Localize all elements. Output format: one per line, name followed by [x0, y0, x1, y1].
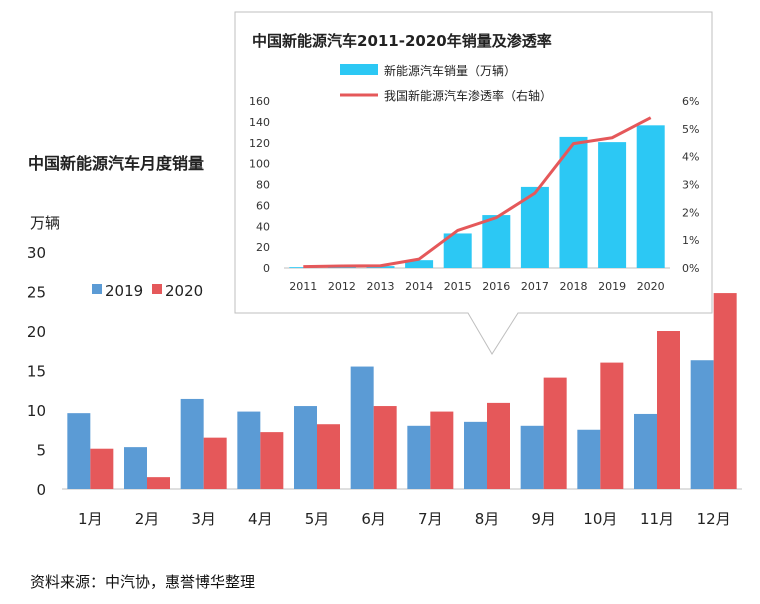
inset-left-tick-label: 120	[249, 137, 270, 150]
inset-left-tick-label: 80	[256, 179, 270, 192]
x-tick-label: 11月	[640, 510, 674, 528]
bar-2020-10月	[600, 362, 624, 489]
bar-2019-8月	[464, 421, 487, 489]
y-tick-label: 20	[27, 323, 46, 341]
bar-2020-12月	[713, 293, 737, 489]
legend-swatch-2020	[152, 284, 162, 294]
x-tick-label: 3月	[191, 510, 216, 528]
bar-2019-6月	[350, 366, 374, 489]
inset-x-tick-label: 2017	[521, 280, 549, 293]
inset-x-tick-label: 2019	[598, 280, 626, 293]
inset-penetration-line	[303, 116, 652, 269]
main-monthly-sales-chart: 0 5 10 15 20 25 30 1月 2月 3月 4月 5月 6月 7月 8月 9月 10月 11月 12月 2…	[27, 244, 742, 528]
inset-right-tick-label: 2%	[682, 206, 699, 219]
bar-2019-9月	[520, 425, 544, 489]
inset-right-tick-label: 3%	[682, 179, 699, 192]
y-tick-label: 15	[27, 363, 46, 381]
inset-left-tick-label: 20	[256, 241, 270, 254]
bar-2019-2月	[124, 447, 147, 489]
inset-bar-2011	[289, 267, 318, 268]
source-note: 资料来源：中汽协，惠誉博华整理	[30, 573, 256, 591]
y-tick-label: 5	[36, 442, 46, 460]
y-tick-label: 25	[27, 284, 46, 302]
x-tick-label: 2月	[135, 510, 160, 528]
bar-2020-4月	[260, 432, 284, 489]
main-y-unit-label: 万辆	[30, 214, 61, 232]
inset-bar-2016	[482, 215, 511, 268]
bar-2019-11月	[634, 413, 657, 489]
inset-x-tick-label: 2014	[405, 280, 433, 293]
inset-legend-label-line: 我国新能源汽车渗透率（右轴）	[384, 88, 552, 103]
inset-chart-title: 中国新能源汽车2011-2020年销量及渗透率	[252, 32, 552, 50]
bar-2020-5月	[317, 424, 340, 489]
legend-swatch-2019	[92, 284, 102, 294]
x-tick-label: 1月	[78, 510, 103, 528]
inset-right-tick-label: 6%	[682, 95, 699, 108]
bar-2020-2月	[147, 477, 170, 489]
bar-2020-6月	[373, 406, 397, 489]
inset-x-tick-label: 2018	[560, 280, 588, 293]
inset-annual-sales-chart: 中国新能源汽车2011-2020年销量及渗透率 0 20 40 60 80 100 120 14…	[234, 11, 713, 355]
inset-x-tick-label: 2013	[367, 280, 395, 293]
inset-bar-2019	[598, 142, 627, 268]
bar-2020-3月	[203, 437, 227, 489]
bar-2019-1月	[67, 413, 91, 489]
inset-right-tick-label: 5%	[682, 123, 699, 136]
x-tick-label: 9月	[531, 510, 556, 528]
inset-left-tick-label: 0	[263, 262, 270, 275]
bar-2019-7月	[407, 425, 431, 489]
x-tick-label: 5月	[305, 510, 330, 528]
bar-2020-11月	[657, 331, 680, 489]
inset-x-tick-label: 2020	[637, 280, 665, 293]
inset-left-tick-label: 160	[249, 95, 270, 108]
x-tick-label: 8月	[475, 510, 500, 528]
inset-right-tick-label: 1%	[682, 234, 699, 247]
inset-left-tick-label: 40	[256, 220, 270, 233]
bar-2020-8月	[487, 402, 510, 489]
inset-legend-swatch-bar	[340, 64, 378, 75]
inset-bar-2014	[405, 260, 434, 268]
inset-left-tick-label: 100	[249, 158, 270, 171]
y-tick-label: 30	[27, 244, 46, 262]
inset-left-tick-label: 140	[249, 116, 270, 129]
inset-x-tick-label: 2012	[328, 280, 356, 293]
inset-legend-label-bar: 新能源汽车销量（万辆）	[384, 63, 516, 78]
bar-2020-7月	[430, 411, 454, 489]
bar-2019-10月	[577, 429, 601, 489]
y-tick-label: 10	[27, 402, 46, 420]
bar-2019-12月	[690, 360, 714, 489]
x-tick-label: 7月	[418, 510, 443, 528]
inset-right-tick-label: 0%	[682, 262, 699, 275]
bar-2019-4月	[237, 411, 261, 489]
inset-bar-2020	[636, 125, 665, 269]
inset-x-tick-label: 2016	[482, 280, 510, 293]
bar-2020-9月	[543, 377, 567, 489]
bar-2019-3月	[180, 398, 204, 489]
inset-left-tick-label: 60	[256, 199, 270, 212]
inset-x-tick-label: 2015	[444, 280, 472, 293]
x-tick-label: 10月	[583, 510, 617, 528]
bar-2019-5月	[294, 406, 317, 489]
y-tick-label: 0	[36, 481, 46, 499]
legend-label: 2019	[105, 282, 143, 300]
inset-bar-2018	[559, 136, 588, 268]
legend-label: 2020	[165, 282, 203, 300]
bar-2020-1月	[90, 448, 114, 489]
inset-right-tick-label: 4%	[682, 151, 699, 164]
inset-x-tick-label: 2011	[289, 280, 317, 293]
main-chart-title: 中国新能源汽车月度销量	[28, 154, 205, 173]
x-tick-label: 6月	[361, 510, 386, 528]
x-tick-label: 4月	[248, 510, 273, 528]
x-tick-label: 12月	[697, 510, 731, 528]
